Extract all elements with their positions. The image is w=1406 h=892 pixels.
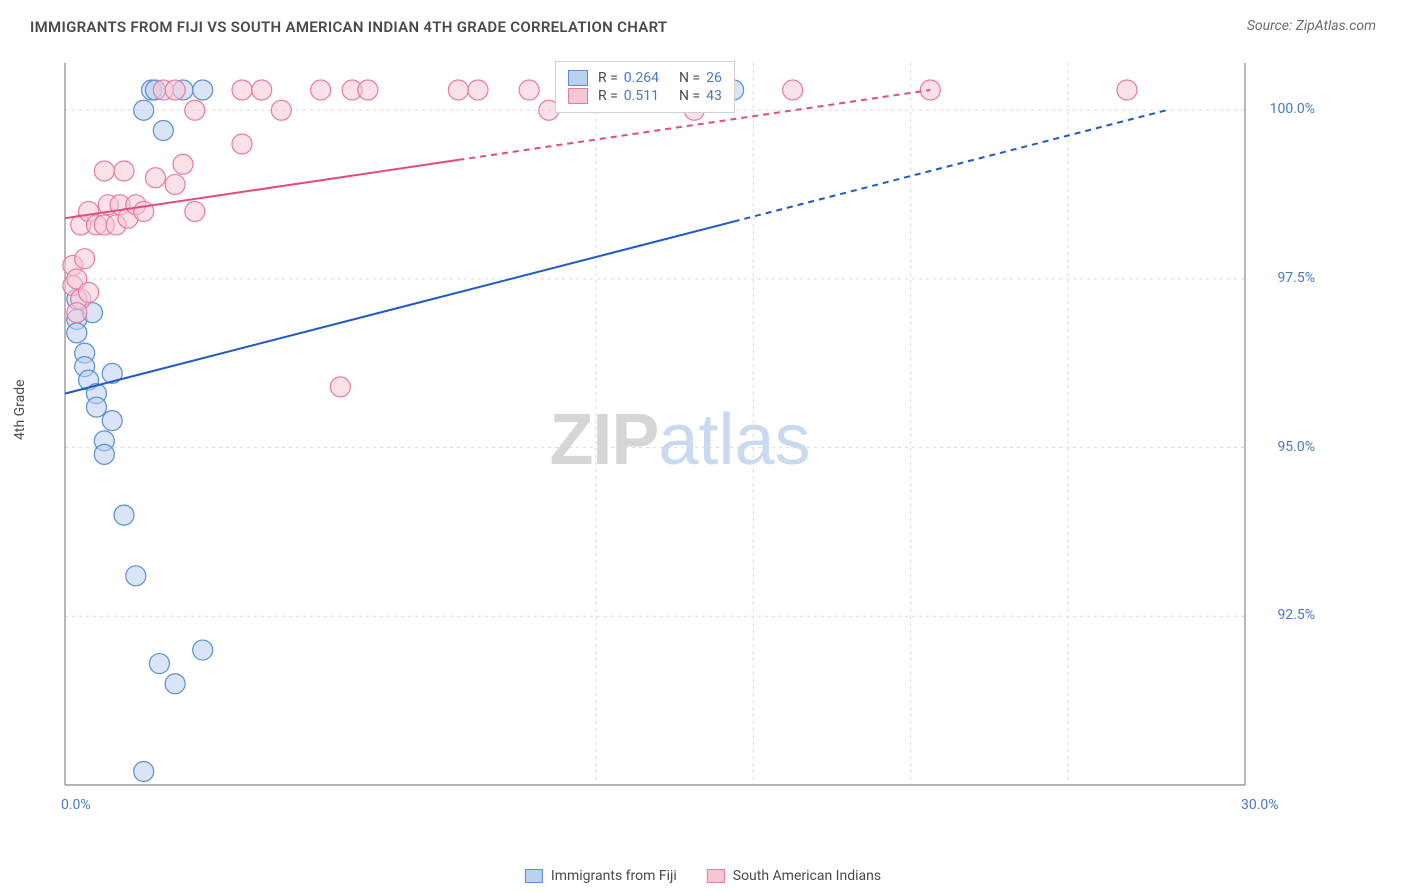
legend-row: R = 0.264 N = 26 [568,70,722,86]
correlation-legend: R = 0.264 N = 26 R = 0.511 N = 43 [555,61,735,113]
y-axis-label: 4th Grade [12,379,28,440]
legend-n-value: 43 [706,88,722,104]
legend-swatch [707,869,725,883]
legend-r-label: R = [598,70,618,86]
legend-n-value: 26 [706,70,722,86]
legend-r-value: 0.511 [624,88,659,104]
legend-row: R = 0.511 N = 43 [568,88,722,104]
chart-area: ZIPatlas R =0.264N =26R =0.511N =43 92.5… [55,55,1305,825]
series-legend-label: South American Indians [733,868,881,884]
y-tick-label: 100.0% [1235,101,1315,117]
series-legend: Immigrants from Fiji South American India… [525,868,881,884]
x-tick-label: 30.0% [1241,797,1279,813]
y-tick-label: 97.5% [1235,270,1315,286]
legend-r-value: 0.264 [624,70,659,86]
legend-n-label: N = [679,70,700,86]
legend-n-label: N = [679,88,700,104]
series-legend-label: Immigrants from Fiji [551,868,677,884]
x-tick-label: 0.0% [61,797,91,813]
y-tick-label: 95.0% [1235,439,1315,455]
legend-swatch [568,70,588,86]
legend-swatch [525,869,543,883]
legend-swatch [568,88,588,104]
scatter-plot-svg [55,55,1305,825]
series-legend-item: Immigrants from Fiji [525,868,677,884]
legend-r-label: R = [598,88,618,104]
series-legend-item: South American Indians [707,868,881,884]
y-tick-label: 92.5% [1235,607,1315,623]
chart-title: IMMIGRANTS FROM FIJI VS SOUTH AMERICAN I… [30,18,667,36]
source-label: Source: ZipAtlas.com [1247,18,1376,34]
